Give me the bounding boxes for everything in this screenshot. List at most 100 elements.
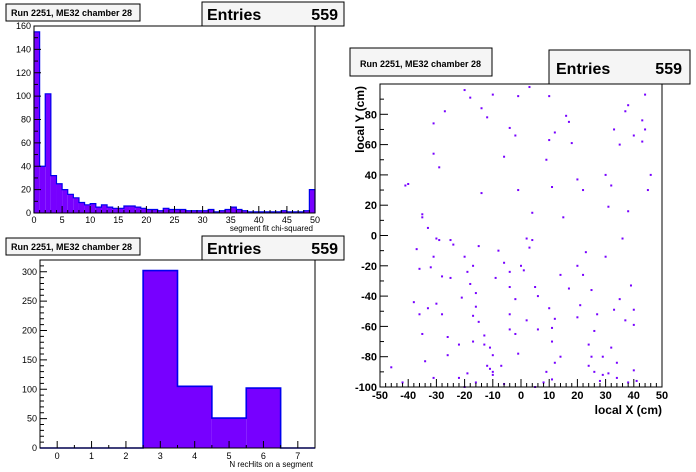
point: [491, 370, 494, 373]
point: [559, 355, 562, 358]
point: [536, 328, 539, 331]
point: [432, 255, 435, 258]
x-tick-label: 0: [31, 215, 36, 225]
bar: [140, 208, 147, 213]
x-tick-label: 50: [310, 215, 320, 225]
point: [508, 313, 511, 316]
bar: [185, 210, 192, 213]
point: [469, 282, 472, 285]
point: [582, 273, 585, 276]
point: [514, 298, 517, 301]
point: [457, 376, 460, 379]
bar: [208, 209, 214, 213]
y-tick-label: -60: [361, 321, 377, 333]
point: [582, 189, 585, 192]
stats-label: Entries: [207, 241, 261, 258]
point: [542, 381, 545, 384]
point: [432, 122, 435, 125]
point: [601, 355, 604, 358]
bar: [67, 194, 74, 213]
point: [613, 128, 616, 131]
point: [517, 352, 520, 355]
point: [528, 246, 531, 249]
point: [551, 378, 554, 381]
x-tick-label: 20: [141, 215, 151, 225]
bar: [202, 210, 209, 213]
point: [644, 93, 647, 96]
point: [432, 376, 435, 379]
bar: [191, 210, 197, 213]
stats-value: 559: [311, 7, 338, 24]
x-tick-label: 40: [254, 215, 264, 225]
point: [567, 287, 570, 290]
point: [514, 332, 517, 335]
bar: [135, 207, 141, 213]
bar: [84, 204, 91, 213]
point: [545, 370, 548, 373]
point: [457, 343, 460, 346]
point: [463, 255, 466, 258]
point: [590, 289, 593, 292]
bar: [34, 31, 40, 213]
point: [584, 251, 587, 254]
point: [601, 373, 604, 376]
bar: [168, 209, 175, 213]
chart-title: Run 2251, ME32 chamber 28: [11, 8, 132, 18]
point: [576, 316, 579, 319]
point: [528, 86, 531, 89]
point: [474, 305, 477, 308]
point: [503, 261, 506, 264]
bar: [73, 197, 79, 213]
point: [610, 184, 613, 187]
x-tick-label: 1: [89, 451, 94, 461]
point: [624, 110, 627, 113]
point: [621, 237, 624, 240]
point: [632, 323, 635, 326]
point: [559, 273, 562, 276]
x-tick-label: 15: [113, 215, 123, 225]
point: [486, 116, 489, 119]
point: [491, 93, 494, 96]
point: [446, 336, 449, 339]
point: [548, 139, 551, 142]
bar: [143, 270, 178, 448]
x-tick-label: 40: [628, 390, 640, 402]
x-tick-label: 35: [226, 215, 236, 225]
bar: [123, 205, 130, 213]
x-axis-label: N recHits on a segment: [229, 460, 313, 469]
y-tick-label: 40: [365, 170, 377, 182]
x-tick-label: -10: [485, 390, 501, 402]
bar: [45, 93, 51, 213]
bar: [219, 210, 226, 213]
chart-title: Run 2251, ME32 chamber 28: [360, 59, 481, 69]
y-tick-label: 250: [22, 296, 37, 306]
stats-box: [201, 1, 345, 27]
axes-layer: 0 20 40 60 80 100 120 140 160 0 5 10 15 20 25 30 35 40 45 5…: [16, 21, 320, 225]
point: [553, 131, 556, 134]
y-tick-label: 120: [16, 68, 31, 78]
point: [401, 381, 404, 384]
point: [517, 95, 520, 98]
chart-title-box: [349, 47, 493, 77]
point: [480, 192, 483, 195]
point: [610, 346, 613, 349]
y-tick-label: 0: [26, 208, 31, 218]
bar: [177, 386, 212, 448]
x-tick-label: 2: [123, 451, 128, 461]
y-tick-label: -100: [355, 382, 377, 394]
point: [508, 286, 511, 289]
bar: [303, 210, 310, 213]
point: [565, 114, 568, 117]
x-tick-label: -30: [428, 390, 444, 402]
point: [567, 120, 570, 123]
point: [632, 134, 635, 137]
stats-box: [201, 235, 345, 261]
x-tick-label: 7: [295, 451, 300, 461]
point: [488, 367, 491, 370]
bar: [180, 209, 186, 213]
stats-value: 559: [311, 241, 338, 258]
y-tick-label: 160: [16, 21, 31, 31]
y-tick-label: 50: [27, 414, 37, 424]
point: [441, 275, 444, 278]
bar: [152, 209, 158, 213]
